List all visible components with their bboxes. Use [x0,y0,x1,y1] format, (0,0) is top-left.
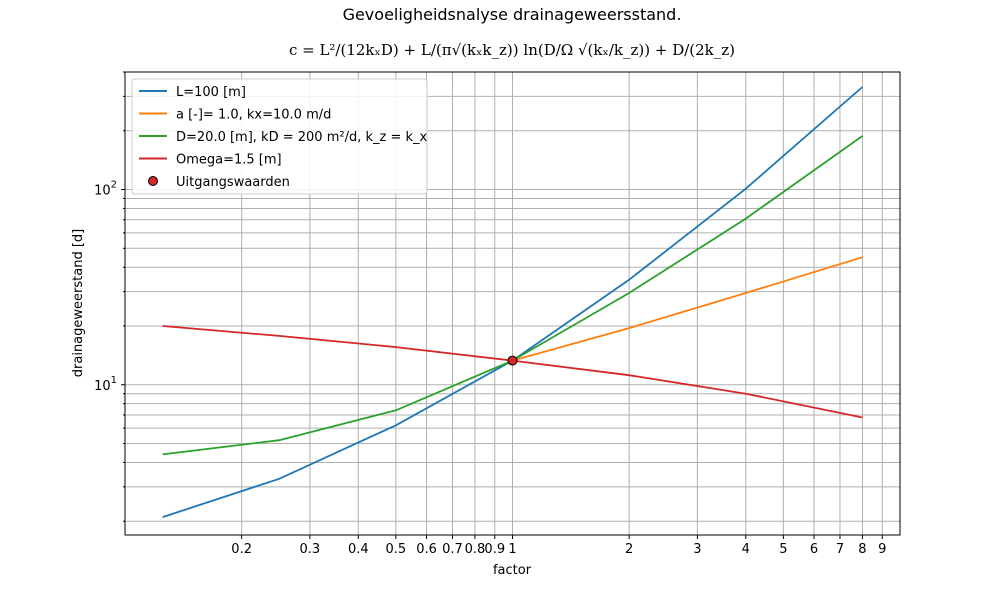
x-tick-label: 6 [810,542,818,557]
legend-label: Uitgangswaarden [176,175,290,190]
chart-formula: c = L²/(12kₓD) + L/(π√(kₓk_z)) ln(D/Ω √(… [289,41,735,59]
legend: L=100 [m] a [-]= 1.0, kx=10.0 m/d D=20.0 [… [131,78,428,195]
y-axis-label: drainageweerstand [d] [71,229,86,377]
legend-box [131,78,428,195]
x-tick-label: 0.8 [465,542,486,557]
x-tick-label: 0.5 [386,542,407,557]
x-tick-label: 0.4 [348,542,369,557]
legend-label: L=100 [m] [176,85,246,100]
y-tick-label: 102 [94,180,117,199]
y-tick-label: 101 [94,375,117,394]
legend-marker [148,176,158,186]
legend-label: Omega=1.5 [m] [176,153,282,168]
x-tick-label: 8 [858,542,866,557]
x-tick-label: 4 [742,542,750,557]
x-tick-label: 0.2 [231,542,252,557]
x-tick-label: 2 [625,542,633,557]
x-tick-label: 3 [693,542,701,557]
x-tick-label: 0.9 [484,542,505,557]
series-line [512,256,863,362]
legend-label: D=20.0 [m], kD = 200 m²/d, k_z = k_x [176,130,428,145]
legend-label: a [-]= 1.0, kx=10.0 m/d [176,108,331,123]
x-tick-label: 0.7 [442,542,463,557]
chart-title: Gevoeligheidsnalyse drainageweersstand. [343,5,682,24]
x-tick-label: 5 [779,542,787,557]
x-tick-label: 1 [508,542,516,557]
x-tick-label: 9 [878,542,886,557]
ticks: 0.2 0.3 0.4 0.5 0.6 0.7 0.8 0.9 1 2 3 4 5 6 7 8 9 101 102 [94,71,886,557]
series-lines [162,86,863,518]
reference-point [507,355,518,366]
x-axis-label: factor [493,563,532,578]
x-tick-label: 7 [836,542,844,557]
x-tick-label: 0.3 [300,542,321,557]
x-tick-label: 0.6 [416,542,437,557]
